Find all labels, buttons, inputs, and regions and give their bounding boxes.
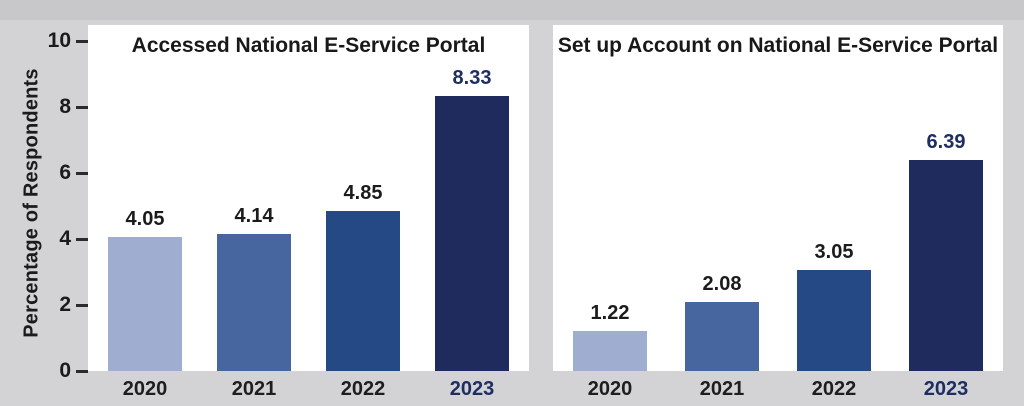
bar-value-label: 4.85 [343,181,383,204]
y-tick-label: 0 [59,359,71,382]
y-tick-mark [76,369,88,373]
x-axis-label-2021: 2021 [231,378,277,400]
bar-value-label: 2.08 [702,273,742,296]
x-axis-label-2022: 2022 [811,378,857,400]
x-axis-label-2021: 2021 [699,378,745,400]
bar-value-label: 1.22 [590,301,630,324]
y-tick-mark [76,105,88,109]
bar-group-2021: 2.08 2021 [685,273,759,400]
bar-group-2023: 8.33 2023 [435,67,509,400]
bar-group-2020: 4.05 2020 [108,208,182,400]
bar-value-label: 4.05 [125,208,165,231]
y-tick-mark [76,237,88,241]
y-tick-label: 2 [59,293,71,316]
chart-panel-setup-account: Set up Account on National E-Service Por… [553,25,1003,400]
bar-2022 [797,270,871,371]
x-axis-label-2020: 2020 [587,378,633,400]
bar-group-2021: 4.14 2021 [217,205,291,400]
bar-2023 [909,160,983,371]
bar-group-2023: 6.39 2023 [909,131,983,400]
bar-value-label: 8.33 [452,67,492,90]
bar-value-label: 6.39 [926,131,966,154]
bar-group-2022: 3.05 2022 [797,241,871,400]
y-tick-mark [76,39,88,43]
y-tick-10: 10 [48,29,88,53]
chart-title-accessed-portal: Accessed National E-Service Portal [131,34,486,57]
y-tick-label: 6 [59,161,71,184]
bar-value-label: 3.05 [814,241,854,264]
y-tick-label: 8 [59,95,71,118]
y-tick-mark [76,171,88,175]
chart-title-setup-account: Set up Account on National E-Service Por… [557,34,999,57]
y-axis-ticks: 10 8 6 4 2 0 [0,0,88,406]
y-tick-0: 0 [59,359,88,383]
bars-setup-account: 1.22 2020 2.08 2021 3.05 2022 6.39 2023 [553,25,1003,400]
y-tick-2: 2 [59,293,88,317]
y-tick-6: 6 [59,161,88,185]
bar-2021 [217,234,291,371]
top-strip [0,0,1024,20]
bars-accessed-portal: 4.05 2020 4.14 2021 4.85 2022 8.33 2023 [88,25,529,400]
bar-value-label: 4.14 [234,205,274,228]
y-tick-4: 4 [59,227,88,251]
bar-group-2020: 1.22 2020 [573,301,647,400]
x-axis-label-2020: 2020 [122,378,168,400]
bar-2020 [108,237,182,371]
bar-2023 [435,96,509,371]
y-tick-mark [76,303,88,307]
y-tick-label: 4 [59,227,71,250]
bar-group-2022: 4.85 2022 [326,181,400,400]
bar-2020 [573,330,647,371]
y-tick-label: 10 [47,29,71,52]
y-tick-8: 8 [59,95,88,119]
x-axis-label-2023: 2023 [923,378,969,400]
bar-2021 [685,302,759,371]
chart-panel-accessed-portal: Accessed National E-Service Portal 4.05 2… [88,25,529,400]
bar-2022 [326,210,400,371]
x-axis-label-2023: 2023 [449,378,495,400]
x-axis-label-2022: 2022 [340,378,386,400]
